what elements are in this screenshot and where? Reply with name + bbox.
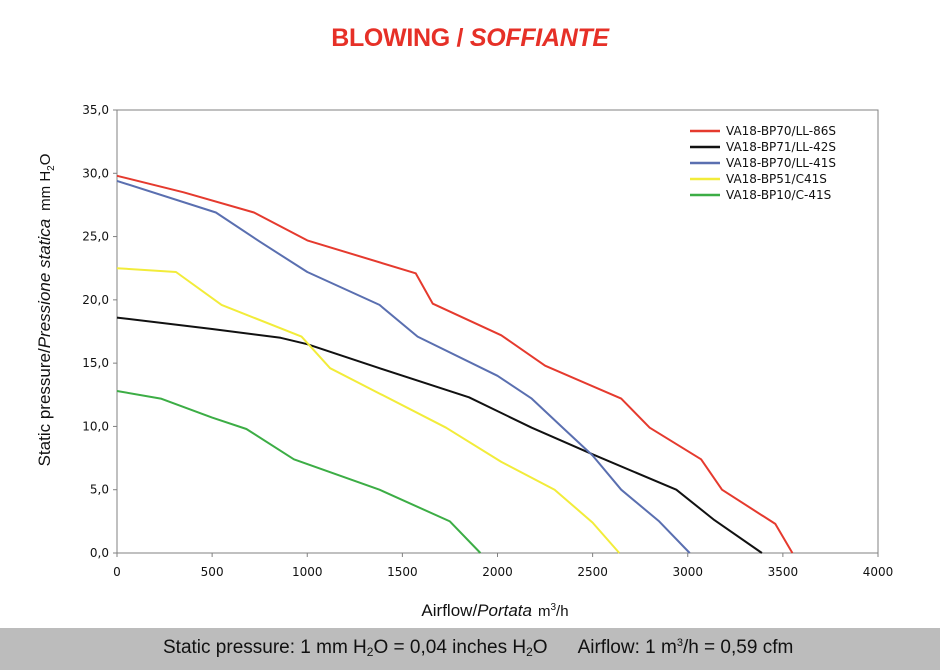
series-line-va18-bp51-c41s (116, 267, 621, 554)
y-tick-label: 30,0 (82, 166, 109, 180)
title-italian: SOFFIANTE (469, 24, 609, 52)
legend-label: VA18-BP70/LL-41S (726, 156, 836, 170)
x-tick-label: 3000 (672, 565, 703, 579)
x-tick-label: 2500 (577, 565, 608, 579)
conversion-note: Static pressure: 1 mm H2O = 0,04 inches … (163, 637, 793, 659)
conversion-footer (0, 628, 940, 670)
y-tick-label: 15,0 (82, 356, 109, 370)
legend-label: VA18-BP71/LL-42S (726, 140, 836, 154)
legend: VA18-BP70/LL-86S VA18-BP71/LL-42S VA18-BP7… (690, 124, 836, 202)
y-axis-unit-post: O (37, 154, 54, 166)
series-line-va18-bp10-c-41s (116, 390, 482, 554)
x-axis-label-it: Portata (477, 601, 532, 620)
x-axis-label: Airflow/Portata m3/h (421, 601, 568, 620)
x-axis-unit-sup: 3 (550, 602, 556, 613)
y-tick-label: 35,0 (82, 103, 109, 117)
x-tick-label: 4000 (863, 565, 894, 579)
title-separator: / (449, 24, 470, 52)
axis-ticks: 0 500 1000 1500 2000 2500 3000 3500 4000 0,0 5,0 10… (82, 103, 893, 579)
static-pressure-conversion: Static pressure: 1 mm H2O = 0,04 inches … (163, 637, 548, 659)
x-axis-label-en: Airflow (421, 601, 473, 620)
x-axis-unit-post: /h (556, 603, 569, 620)
series-line-va18-bp71-ll-42s (116, 316, 763, 554)
y-axis-label-en: Static pressure (35, 353, 54, 466)
legend-label: VA18-BP10/C-41S (726, 188, 831, 202)
pressure-airflow-chart: 0 500 1000 1500 2000 2500 3000 3500 4000 0,0 5,0 10… (35, 103, 893, 620)
y-tick-label: 5,0 (90, 483, 109, 497)
y-tick-label: 0,0 (90, 546, 109, 560)
legend-label: VA18-BP70/LL-86S (726, 124, 836, 138)
x-tick-label: 2000 (482, 565, 513, 579)
series-line-va18-bp70-ll-41s (116, 179, 691, 554)
y-axis-label-sep: / (35, 348, 54, 353)
y-axis-unit-sub: 2 (46, 165, 57, 171)
x-axis-label-sep: / (472, 601, 477, 620)
x-tick-label: 1000 (292, 565, 323, 579)
y-axis-unit: mm H (37, 171, 54, 211)
x-tick-label: 1500 (387, 565, 418, 579)
x-tick-label: 3500 (768, 565, 799, 579)
title-english: BLOWING (331, 24, 450, 52)
series-lines (116, 174, 794, 554)
legend-label: VA18-BP51/C41S (726, 172, 827, 186)
y-tick-label: 25,0 (82, 230, 109, 244)
y-tick-label: 10,0 (82, 419, 109, 433)
series-line-va18-bp70-ll-86s (116, 174, 794, 554)
x-tick-label: 0 (113, 565, 121, 579)
x-tick-label: 500 (201, 565, 224, 579)
x-axis-unit: m (538, 603, 551, 620)
y-axis-label: Static pressure/Pressione statica mm H2O (35, 154, 57, 467)
airflow-conversion: Airflow: 1 m3/h = 0,59 cfm (577, 637, 794, 658)
chart-title: BLOWING / SOFFIANTE (0, 24, 940, 53)
y-axis-label-it: Pressione statica (35, 219, 54, 348)
y-tick-label: 20,0 (82, 293, 109, 307)
